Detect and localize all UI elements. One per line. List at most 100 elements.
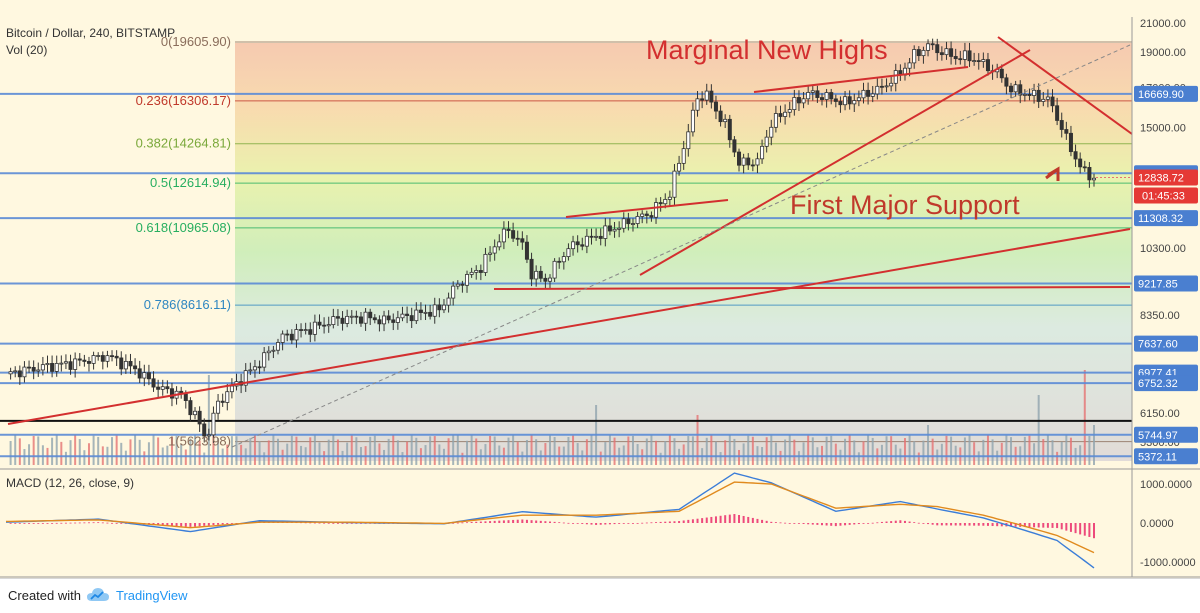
macd-histogram-bar — [756, 518, 759, 523]
candle-body — [879, 85, 884, 88]
macd-histogram-bar — [157, 523, 160, 526]
horizontal-support-line[interactable] — [493, 286, 1131, 290]
macd-histogram-bar — [618, 523, 621, 524]
candle-body — [889, 82, 894, 87]
volume-bar — [111, 437, 114, 465]
macd-histogram-bar — [470, 522, 473, 523]
candle-body — [1068, 132, 1073, 153]
candle-body — [1036, 89, 1041, 102]
volume-bar — [742, 443, 745, 465]
macd-histogram-bar — [180, 523, 183, 527]
volume-bar — [839, 449, 842, 465]
macd-histogram-bar — [585, 523, 588, 525]
volume-bar — [622, 445, 625, 465]
candle-body — [944, 48, 949, 56]
macd-histogram-bar — [714, 516, 717, 523]
volume-bar — [115, 435, 118, 465]
volume-bar — [69, 440, 72, 465]
fib-level-label-1: 1(5623.98) — [168, 434, 231, 449]
macd-histogram-bar — [562, 522, 565, 524]
macd-histogram-bar — [502, 520, 505, 523]
candle-body — [188, 400, 193, 416]
marginal-highs-trendline[interactable] — [753, 66, 969, 93]
macd-histogram-bar — [954, 523, 957, 526]
price-axis[interactable] — [1132, 17, 1200, 595]
candle-body — [852, 100, 857, 105]
rising-support-trendline[interactable] — [639, 49, 1031, 276]
macd-histogram-bar — [811, 523, 814, 525]
macd-histogram-bar — [797, 523, 800, 524]
candle-body — [275, 342, 280, 351]
macd-histogram-bar — [788, 523, 791, 524]
macd-histogram-bar — [848, 523, 851, 525]
macd-histogram-bar — [461, 522, 464, 524]
candle-body — [8, 371, 13, 375]
macd-histogram-bar — [816, 523, 819, 525]
volume-bar — [631, 435, 634, 465]
candle-body — [709, 90, 714, 103]
candle-body — [524, 241, 529, 260]
candle-body — [644, 213, 649, 216]
candle-body — [916, 49, 921, 57]
volume-bar — [438, 444, 441, 465]
volume-bar — [963, 437, 966, 465]
candle-body — [31, 367, 36, 372]
candle-body — [713, 101, 718, 112]
countdown-label: 01:45:33 — [1142, 190, 1185, 202]
candle-body — [824, 92, 829, 100]
volume-bar — [138, 439, 141, 465]
candle-body — [958, 58, 963, 61]
macd-histogram-bar — [650, 522, 653, 524]
candle-body — [787, 109, 792, 113]
volume-bar — [950, 436, 953, 465]
candle-body — [727, 118, 732, 141]
candle-body — [746, 157, 751, 166]
candle-body — [681, 148, 686, 164]
candle-body — [17, 370, 22, 378]
volume-bar — [774, 442, 777, 465]
candle-body — [100, 355, 105, 362]
candle-body — [308, 329, 313, 335]
candle-body — [953, 56, 958, 60]
tradingview-link[interactable]: TradingView — [116, 588, 188, 603]
volume-bar — [645, 438, 648, 465]
candle-body — [760, 145, 765, 160]
volume-bar — [521, 451, 524, 465]
candle-body — [557, 260, 562, 263]
long-term-support-trendline[interactable] — [7, 228, 1131, 425]
support-arrow-icon — [1045, 166, 1060, 181]
macd-histogram-bar — [111, 522, 114, 524]
candle-body — [866, 89, 871, 97]
volume-bar — [466, 440, 469, 465]
resistance-trendline-1[interactable] — [565, 199, 729, 218]
macd-histogram-bar — [802, 523, 805, 524]
volume-bar — [724, 440, 727, 465]
candle-body — [59, 362, 64, 365]
volume-bar — [857, 452, 860, 465]
volume-bar — [203, 452, 206, 465]
macd-histogram-bar — [544, 521, 547, 523]
price-tag-5372.11 — [1134, 448, 1198, 465]
volume-bar — [977, 451, 980, 465]
macd-histogram-bar — [212, 523, 215, 526]
descending-trendline[interactable] — [997, 36, 1133, 135]
macd-histogram-bar — [701, 518, 704, 523]
macd-histogram-bar — [341, 523, 344, 524]
candle-body — [1018, 84, 1023, 96]
volume-bar — [834, 443, 837, 465]
candle-body — [667, 196, 672, 200]
volume-bar — [507, 437, 510, 465]
candle-body — [1087, 166, 1092, 181]
candle-body — [861, 89, 866, 99]
candle-body — [340, 317, 345, 324]
macd-histogram-bar — [1014, 523, 1017, 527]
volume-bar — [1023, 436, 1026, 465]
candle-body — [451, 285, 456, 299]
candle-body — [243, 370, 248, 386]
macd-histogram-bar — [489, 521, 492, 523]
fib-retracement-zone — [235, 43, 1132, 461]
macd-histogram-bar — [959, 523, 962, 526]
macd-histogram-bar — [807, 523, 810, 525]
volume-bar — [129, 439, 132, 465]
